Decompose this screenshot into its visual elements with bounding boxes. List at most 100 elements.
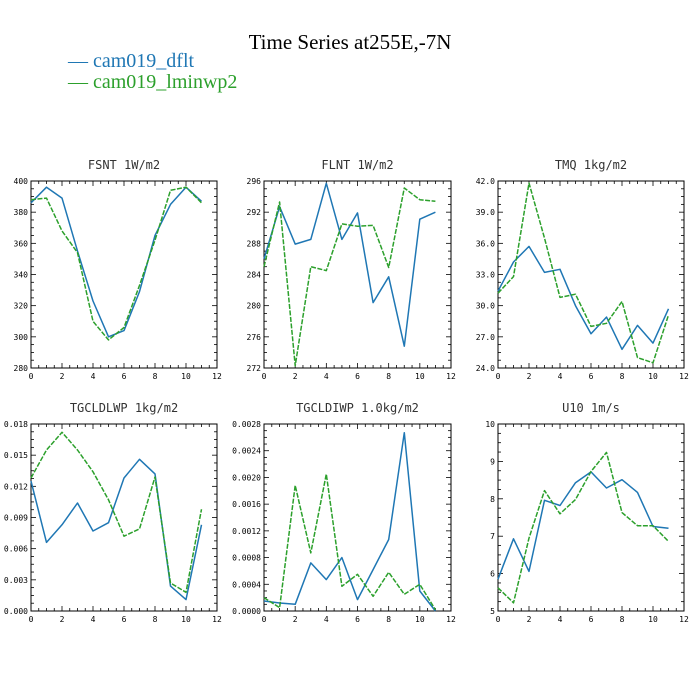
x-tick-label: 12 [446, 615, 456, 624]
y-tick-label: 33.0 [476, 271, 495, 280]
panel-tgcldlwp: TGCLDLWP 1kg/m2 0 2 4 6 8 10 12 0.000 0.003 0.006 0… [4, 401, 222, 624]
y-tick-label: 5 [490, 607, 495, 616]
panel-tmq: TMQ 1kg/m2 0 2 4 6 8 10 12 24.0 27.0 30.0 33.0 36.0 3… [476, 158, 689, 381]
y-tick-label: 280 [247, 302, 262, 311]
x-tick-label: 12 [212, 372, 222, 381]
plot-frame [30, 180, 218, 369]
series-line-cam019-dflt [497, 245, 670, 351]
y-tick-label: 288 [247, 239, 262, 248]
x-tick-label: 12 [679, 372, 689, 381]
y-tick-label: 284 [247, 271, 262, 280]
y-tick-label: 8 [490, 495, 495, 504]
x-tick-label: 8 [153, 615, 158, 624]
x-tick-label: 6 [122, 372, 127, 381]
y-tick-label: 280 [14, 364, 29, 373]
y-tick-label: 0.015 [4, 451, 28, 460]
y-tick-label: 300 [14, 333, 29, 342]
panel-title: TMQ 1kg/m2 [555, 158, 627, 172]
y-tick-label: 0.0028 [232, 420, 261, 429]
x-tick-label: 6 [355, 372, 360, 381]
x-tick-label: 6 [122, 615, 127, 624]
y-tick-label: 320 [14, 302, 29, 311]
y-tick-label: 276 [247, 333, 262, 342]
x-tick-label: 4 [558, 372, 563, 381]
y-tick-label: 6 [490, 570, 495, 579]
y-tick-label: 0.0008 [232, 554, 261, 563]
panel-fsnt: FSNT 1W/m2 0 2 4 6 8 10 12 280 300 320 340 360 380 400 [14, 158, 222, 381]
x-tick-label: 2 [60, 372, 65, 381]
panel-u10: U10 1m/s 0 2 4 6 8 10 12 5 6 7 8 9 10 [485, 401, 689, 624]
series-line-cam019-lminwp2 [263, 473, 437, 611]
panel-flnt: FLNT 1W/m2 0 2 4 6 8 10 12 272 276 280 284 288 292 296 [247, 158, 456, 381]
y-tick-label: 296 [247, 177, 262, 186]
x-tick-label: 2 [60, 615, 65, 624]
y-tick-label: 0.009 [4, 514, 28, 523]
panel-title: FSNT 1W/m2 [88, 158, 160, 172]
y-tick-label: 0.0000 [232, 607, 261, 616]
series-line-cam019-dflt [497, 471, 669, 580]
x-tick-label: 2 [293, 615, 298, 624]
x-tick-label: 0 [29, 372, 34, 381]
y-tick-label: 292 [247, 208, 262, 217]
panel-title: TGCLDIWP 1.0kg/m2 [296, 401, 419, 415]
plot-frame [497, 423, 685, 612]
series-line-cam019-lminwp2 [263, 187, 436, 367]
x-tick-label: 4 [91, 615, 96, 624]
x-tick-label: 6 [355, 615, 360, 624]
legend-label: cam019_lminwp2 [93, 71, 238, 93]
series-line-cam019-dflt [30, 458, 203, 601]
y-tick-label: 360 [14, 239, 29, 248]
y-tick-label: 0.000 [4, 607, 28, 616]
x-tick-label: 4 [324, 372, 329, 381]
y-tick-label: 10 [485, 420, 495, 429]
x-tick-label: 4 [324, 615, 329, 624]
y-tick-label: 380 [14, 208, 29, 217]
x-tick-label: 6 [589, 372, 594, 381]
x-tick-label: 0 [496, 372, 501, 381]
legend-line-icon: — [68, 50, 88, 72]
y-tick-label: 0.0020 [232, 473, 261, 482]
y-tick-label: 39.0 [476, 208, 495, 217]
x-tick-label: 12 [212, 615, 222, 624]
series-line-cam019-dflt [263, 182, 436, 347]
y-tick-label: 7 [490, 532, 495, 541]
x-tick-label: 10 [648, 615, 658, 624]
x-tick-label: 0 [262, 372, 267, 381]
x-tick-label: 10 [415, 615, 425, 624]
y-tick-label: 27.0 [476, 333, 495, 342]
x-tick-label: 0 [29, 615, 34, 624]
x-tick-label: 10 [415, 372, 425, 381]
x-tick-label: 8 [386, 372, 391, 381]
series-line-cam019-lminwp2 [30, 431, 203, 594]
x-tick-label: 10 [181, 372, 191, 381]
panel-tgcldiwp: TGCLDIWP 1.0kg/m2 0 2 4 6 8 10 12 0.0000 0.0004 0.… [232, 401, 456, 624]
series-line-cam019-dflt [30, 186, 203, 338]
legend-line-icon: — [68, 71, 88, 93]
y-tick-label: 0.0024 [232, 447, 261, 456]
y-tick-label: 0.006 [4, 545, 28, 554]
plot-frame [497, 180, 685, 369]
legend-item-dflt: — cam019_dflt [68, 50, 194, 73]
x-tick-label: 6 [589, 615, 594, 624]
legend-item-lminwp2: — cam019_lminwp2 [68, 71, 237, 94]
y-tick-label: 0.012 [4, 482, 28, 491]
y-tick-label: 0.003 [4, 576, 28, 585]
y-tick-label: 30.0 [476, 302, 495, 311]
series-line-cam019-lminwp2 [30, 186, 203, 341]
x-tick-label: 8 [386, 615, 391, 624]
x-tick-label: 10 [648, 372, 658, 381]
panel-title: U10 1m/s [562, 401, 620, 415]
panel-title: TGCLDLWP 1kg/m2 [70, 401, 178, 415]
y-tick-label: 9 [490, 457, 495, 466]
series-line-cam019-lminwp2 [497, 182, 670, 364]
series-line-cam019-dflt [263, 431, 436, 612]
x-tick-label: 2 [527, 615, 532, 624]
x-tick-label: 2 [293, 372, 298, 381]
panel-title: FLNT 1W/m2 [321, 158, 393, 172]
x-tick-label: 0 [496, 615, 501, 624]
y-tick-label: 42.0 [476, 177, 495, 186]
y-tick-label: 272 [247, 364, 262, 373]
x-tick-label: 2 [527, 372, 532, 381]
plot-frame [263, 423, 452, 612]
